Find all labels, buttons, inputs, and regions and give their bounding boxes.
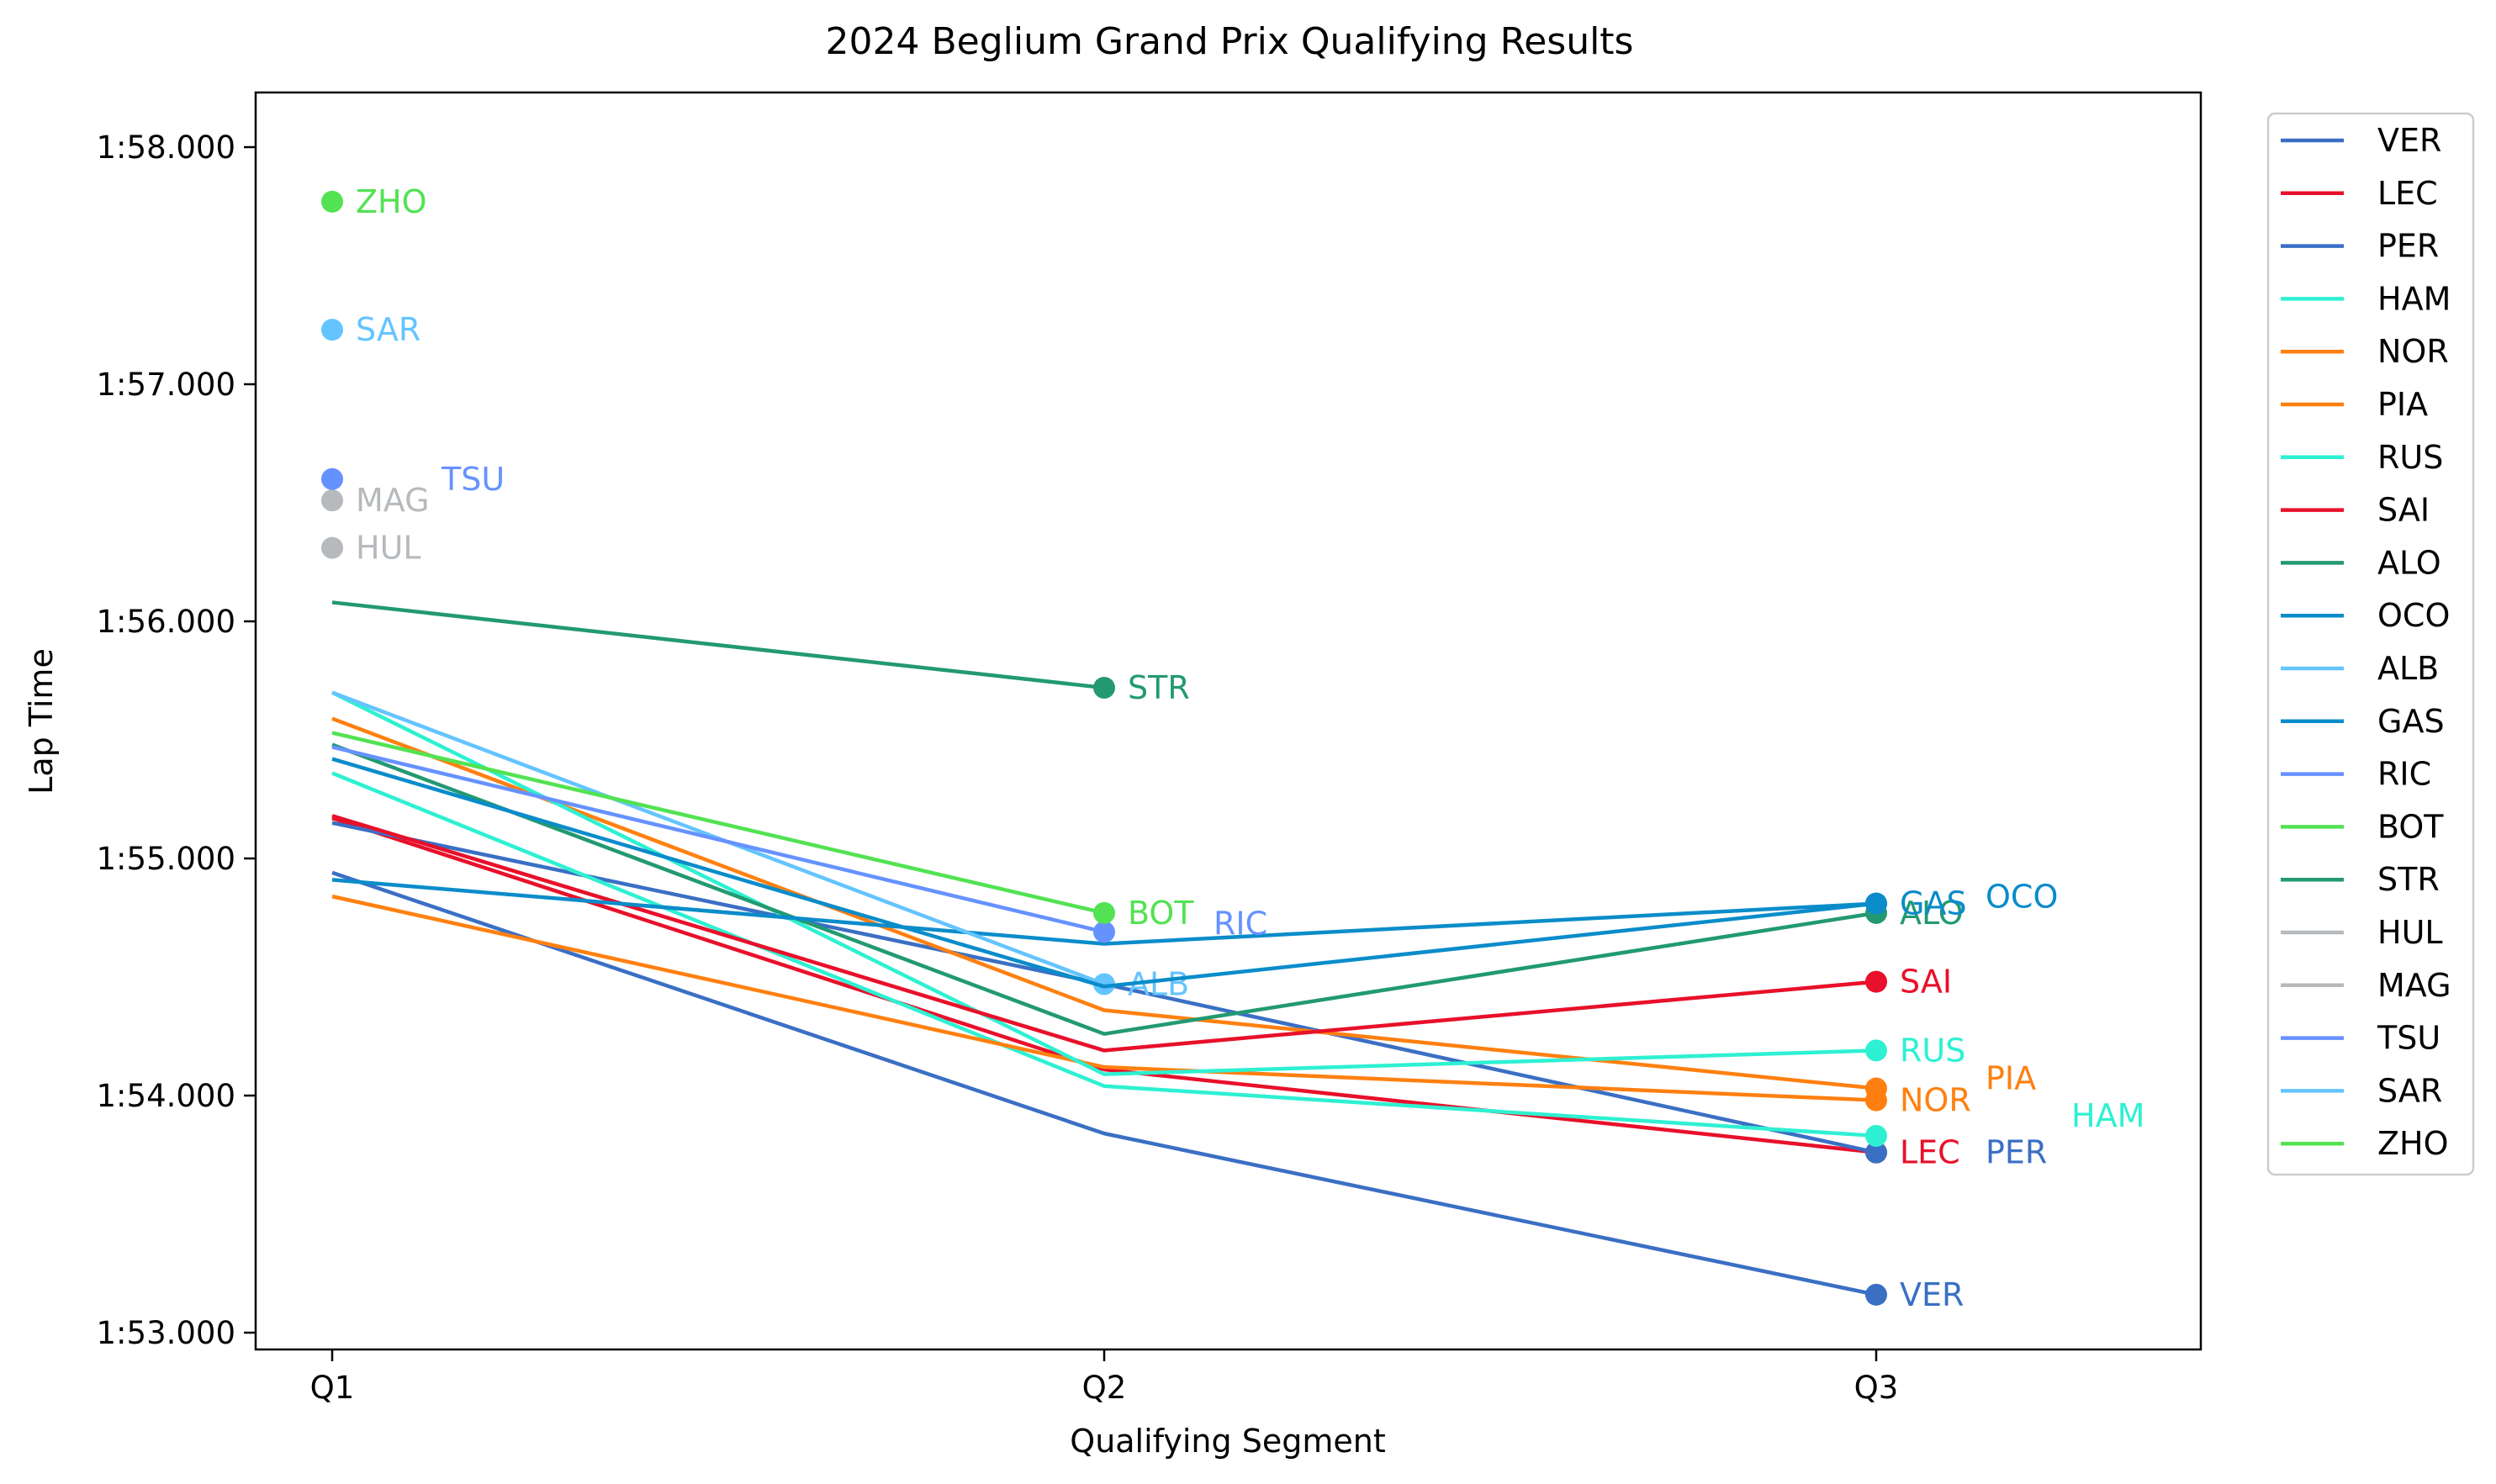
- x-tick-label-q3: Q3: [1854, 1370, 1899, 1406]
- y-axis-label: Lap Time: [23, 648, 60, 795]
- series-marker-zho: [321, 190, 343, 213]
- series-line-alo: [331, 742, 1877, 1036]
- series-end-label-rus: RUS: [1900, 1032, 1965, 1069]
- legend: VER LEC PER HAM NOR PIA RUS SAI ALO OCO ALB GAS RIC B…: [2266, 112, 2475, 1176]
- series-marker-bot: [1093, 901, 1115, 924]
- series-marker-ric: [1093, 921, 1115, 943]
- series-end-label-ver: VER: [1900, 1276, 1964, 1313]
- series-end-label-sar: SAR: [356, 311, 420, 348]
- legend-label-rus: RUS: [2377, 439, 2443, 476]
- series-line-ric: [331, 745, 1105, 934]
- series-marker-per: [1865, 1141, 1887, 1164]
- legend-label-alb: ALB: [2377, 650, 2439, 687]
- series-line-ham: [331, 771, 1877, 1138]
- series-line-ver: [331, 870, 1877, 1297]
- series-line-pia: [331, 716, 1877, 1091]
- series-line-bot: [331, 731, 1105, 916]
- series-marker-gas: [1865, 892, 1887, 915]
- series-marker-ver: [1865, 1283, 1887, 1306]
- plot-frame: [254, 91, 2203, 1351]
- series-end-label-zho: ZHO: [356, 183, 427, 220]
- series-marker-str: [1093, 676, 1115, 699]
- legend-label-tsu: TSU: [2377, 1020, 2440, 1057]
- y-tick-label: 1:57.000: [97, 367, 235, 403]
- series-marker-sar: [321, 319, 343, 341]
- legend-label-lec: LEC: [2377, 175, 2438, 212]
- series-line-rus: [331, 690, 1877, 1076]
- series-line-nor: [331, 894, 1877, 1102]
- legend-label-gas: GAS: [2377, 703, 2445, 740]
- y-tick-label: 1:53.000: [97, 1315, 235, 1351]
- legend-label-sai: SAI: [2377, 492, 2430, 529]
- series-marker-pia: [1865, 1077, 1887, 1100]
- y-axis: 1:53.000 1:54.000 1:55.000 1:56.000 1:57.000…: [97, 129, 256, 1351]
- x-tick-label-q2: Q2: [1082, 1370, 1127, 1406]
- series-end-label-sai: SAI: [1900, 964, 1952, 1001]
- x-tick-label-q1: Q1: [310, 1370, 355, 1406]
- series-end-label-nor: NOR: [1900, 1082, 1971, 1119]
- series-line-sai: [331, 814, 1877, 1053]
- series-marker-rus: [1865, 1039, 1887, 1062]
- series-line-gas: [331, 757, 1877, 989]
- series-end-label-pia: PIA: [1986, 1060, 2036, 1097]
- series-end-label-tsu: TSU: [441, 461, 505, 498]
- series-marker-hul: [321, 536, 343, 559]
- series-end-label-ric: RIC: [1214, 905, 1267, 942]
- y-tick-label: 1:55.000: [97, 841, 235, 877]
- series-end-label-gas: GAS: [1900, 885, 1967, 922]
- series-marker-ham: [1865, 1124, 1887, 1147]
- series-marker-mag: [321, 489, 343, 512]
- series-end-label-alo: ALO: [1900, 895, 1964, 932]
- series-line-oco: [331, 878, 1877, 946]
- legend-label-ver: VER: [2377, 122, 2441, 159]
- legend-label-per: PER: [2377, 228, 2439, 265]
- legend-label-str: STR: [2377, 861, 2440, 898]
- series-end-label-str: STR: [1128, 669, 1190, 706]
- series-end-label-per: PER: [1986, 1134, 2047, 1171]
- x-axis-label: Qualifying Segment: [1070, 1423, 1385, 1460]
- series-end-label-hul: HUL: [356, 530, 421, 567]
- x-axis: Q1 Q2 Q3: [310, 1349, 1899, 1406]
- legend-label-sar: SAR: [2377, 1072, 2442, 1109]
- legend-label-oco: OCO: [2377, 597, 2450, 634]
- chart-title: 2024 Beglium Grand Prix Qualifying Resul…: [826, 20, 1634, 63]
- series-line-str: [331, 600, 1105, 690]
- legend-label-zho: ZHO: [2377, 1125, 2449, 1162]
- series-end-label-oco: OCO: [1986, 879, 2058, 916]
- series-end-label-mag: MAG: [356, 482, 430, 519]
- legend-label-mag: MAG: [2377, 967, 2451, 1004]
- legend-label-pia: PIA: [2377, 386, 2428, 423]
- legend-box: [2266, 112, 2475, 1176]
- legend-label-ric: RIC: [2377, 756, 2431, 793]
- series-end-label-ham: HAM: [2071, 1097, 2144, 1134]
- series-marker-tsu: [321, 467, 343, 490]
- legend-label-nor: NOR: [2377, 333, 2449, 370]
- legend-label-bot: BOT: [2377, 808, 2444, 845]
- legend-label-hul: HUL: [2377, 914, 2443, 951]
- y-tick-label: 1:58.000: [97, 129, 235, 166]
- y-tick-label: 1:54.000: [97, 1078, 235, 1114]
- series-end-label-lec: LEC: [1900, 1134, 1960, 1171]
- series-end-label-bot: BOT: [1128, 895, 1194, 932]
- legend-label-alo: ALO: [2377, 544, 2441, 581]
- series-marker-alb: [1093, 973, 1115, 995]
- series-marker-sai: [1865, 970, 1887, 993]
- legend-label-ham: HAM: [2377, 280, 2451, 317]
- y-tick-label: 1:56.000: [97, 604, 235, 640]
